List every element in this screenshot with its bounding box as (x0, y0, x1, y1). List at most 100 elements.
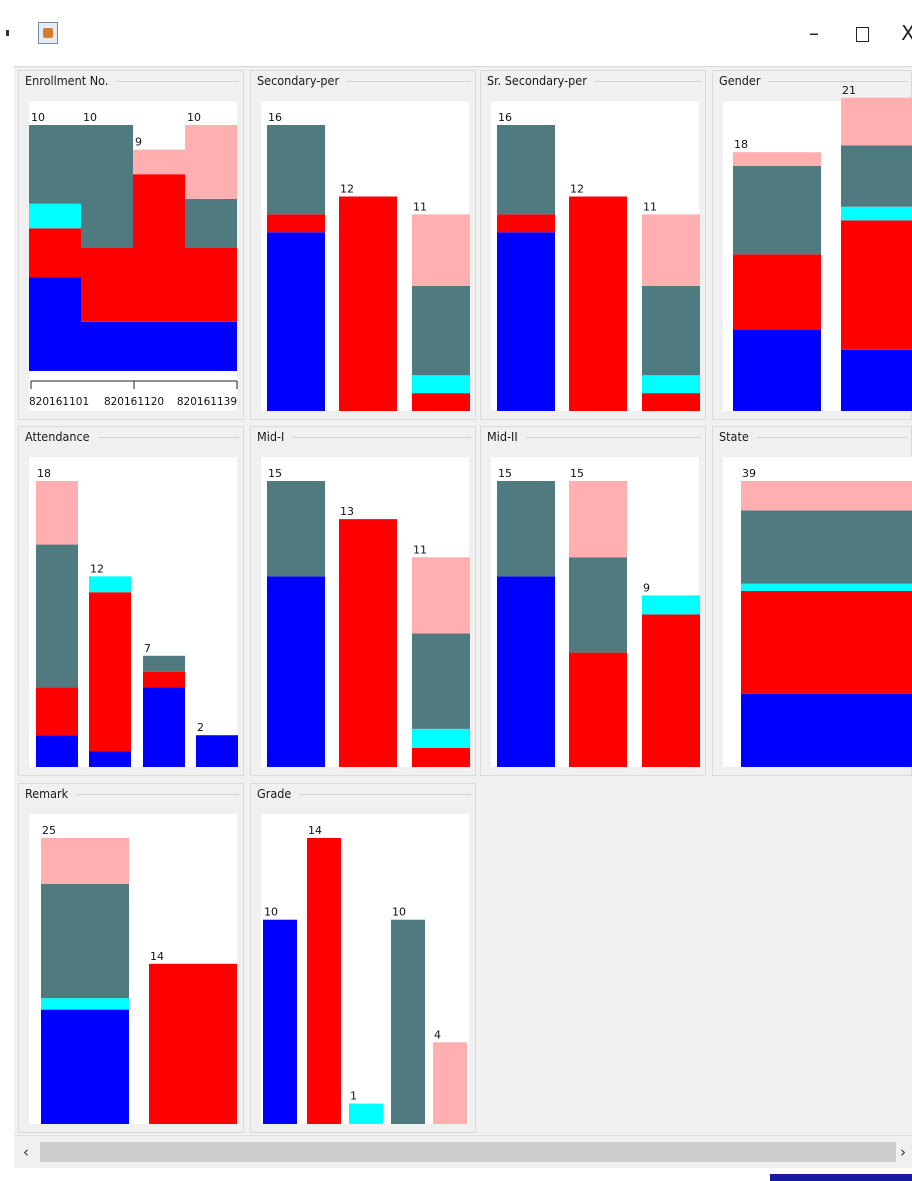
bar-segment (267, 125, 325, 215)
bar-segment (412, 393, 470, 411)
x-tick-label: 820161120 (104, 396, 164, 408)
bar-segment (29, 203, 81, 229)
histogram-svg: 39 (723, 457, 912, 767)
minimize-button[interactable]: – (809, 21, 819, 45)
x-tick-label: 820161101 (29, 396, 89, 408)
chart-panel: Enrollment No. 10 10 9 10 820161101 820161120 8… (18, 70, 244, 420)
bar-segment (733, 329, 821, 411)
panel-title-line (76, 794, 239, 795)
bar-segment (133, 174, 185, 322)
bar-segment (497, 576, 555, 767)
bar-segment (569, 652, 627, 767)
chart-panel: Mid-II 15 15 9 (480, 426, 706, 776)
bar-segment (36, 544, 78, 688)
bar-count-label: 15 (498, 467, 512, 480)
chart-panel: State 39 (712, 426, 912, 776)
panel-title: Sr. Secondary-per (487, 73, 591, 88)
bar-count-label: 4 (434, 1028, 441, 1041)
bar-segment (841, 145, 912, 207)
bar-count-label: 25 (42, 824, 56, 837)
scroll-left-arrow-icon[interactable]: ‹ (23, 1143, 29, 1161)
panel-title: State (719, 429, 753, 444)
bar-segment (267, 214, 325, 233)
panel-title-line (525, 437, 701, 438)
taskbar-accent (770, 1174, 912, 1181)
bar-segment (133, 149, 185, 175)
bar-segment (143, 671, 185, 688)
bar-segment (642, 285, 700, 376)
horizontal-scrollbar[interactable]: ‹ › (14, 1135, 912, 1168)
bar-segment (185, 321, 237, 371)
bar-segment (185, 248, 237, 322)
bar-count-label: 16 (498, 111, 512, 124)
bar-count-label: 2 (197, 721, 204, 734)
bar-segment (412, 633, 470, 729)
bar-segment (263, 919, 297, 1124)
close-button[interactable]: X (901, 21, 912, 45)
bar-count-label: 10 (187, 111, 201, 124)
panel-title-line (292, 437, 471, 438)
bar-segment (391, 919, 425, 1124)
bar-segment (569, 196, 627, 411)
bar-count-label: 21 (842, 84, 856, 97)
histogram-svg: 15 13 11 (261, 457, 470, 767)
panel-title-line (116, 81, 239, 82)
bar-segment (741, 510, 912, 584)
bar-segment (185, 198, 237, 248)
bar-segment (412, 375, 470, 394)
bar-segment (741, 693, 912, 767)
panel-title: Grade (257, 786, 296, 801)
bar-segment (89, 592, 131, 752)
bar-count-label: 10 (31, 111, 45, 124)
histogram-svg: 16 12 11 (491, 101, 700, 411)
bar-segment (642, 595, 700, 615)
panel-title: Mid-I (257, 429, 289, 444)
bar-count-label: 18 (37, 467, 51, 480)
bar-count-label: 9 (643, 581, 650, 594)
bar-segment (41, 998, 129, 1010)
bar-segment (733, 152, 821, 166)
bar-segment (36, 687, 78, 736)
bar-segment (349, 1103, 383, 1124)
bar-count-label: 15 (268, 467, 282, 480)
maximize-icon (855, 27, 869, 42)
bar-segment (307, 838, 341, 1124)
panel-title: Mid-II (487, 429, 522, 444)
bar-count-label: 18 (734, 138, 748, 151)
histogram-svg: 10 10 9 10 820161101 820161120 820161139 (29, 101, 238, 411)
bar-count-label: 11 (413, 200, 427, 213)
chart-panel: Grade 10 14 1 10 4 (250, 783, 476, 1133)
bar-count-label: 13 (340, 505, 354, 518)
histogram-svg: 15 15 9 (491, 457, 700, 767)
bar-segment (841, 97, 912, 146)
bar-count-label: 7 (144, 642, 151, 655)
bar-segment (642, 214, 700, 286)
bar-segment (89, 576, 131, 593)
scrollbar-thumb[interactable] (40, 1142, 896, 1162)
bar-segment (267, 576, 325, 767)
bar-count-label: 9 (135, 136, 142, 149)
panel-title: Secondary-per (257, 73, 344, 88)
bar-segment (81, 321, 133, 371)
bar-count-label: 12 (340, 183, 354, 196)
bar-count-label: 15 (570, 467, 584, 480)
bar-segment (642, 614, 700, 767)
bar-segment (196, 735, 238, 767)
bar-segment (733, 165, 821, 255)
bar-segment (29, 125, 81, 204)
bar-count-label: 11 (413, 543, 427, 556)
bar-segment (741, 591, 912, 694)
scroll-right-arrow-icon[interactable]: › (900, 1143, 906, 1161)
bar-segment (497, 125, 555, 215)
bar-segment (642, 375, 700, 394)
bar-segment (733, 254, 821, 330)
maximize-button[interactable] (842, 16, 882, 50)
bar-count-label: 10 (83, 111, 97, 124)
bar-segment (29, 228, 81, 278)
bar-count-label: 12 (90, 562, 104, 575)
bar-segment (433, 1042, 467, 1124)
taskbar-strip (14, 1168, 912, 1181)
bar-segment (149, 963, 237, 1124)
bar-count-label: 1 (350, 1090, 357, 1103)
bar-segment (41, 838, 129, 884)
